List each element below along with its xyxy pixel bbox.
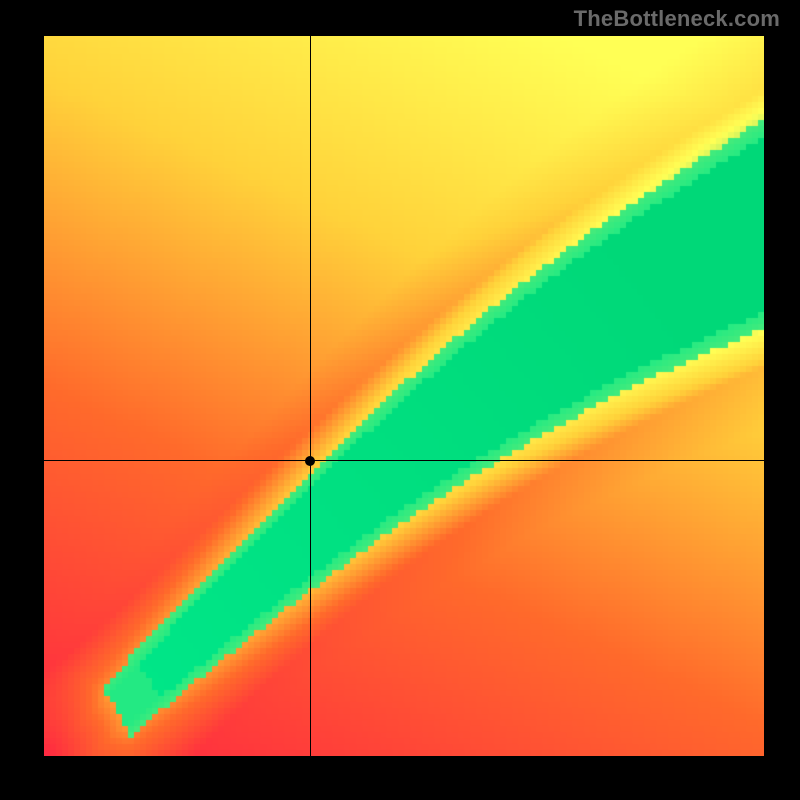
chart-container: TheBottleneck.com bbox=[0, 0, 800, 800]
bottleneck-heatmap bbox=[44, 36, 764, 756]
crosshair-horizontal bbox=[44, 460, 764, 461]
crosshair-vertical bbox=[310, 36, 311, 756]
watermark-text: TheBottleneck.com bbox=[574, 6, 780, 32]
